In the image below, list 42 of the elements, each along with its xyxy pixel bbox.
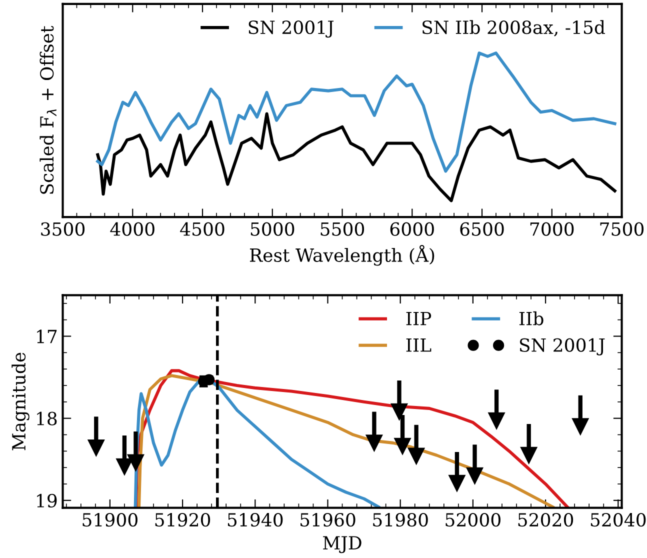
point: [116, 458, 133, 476]
legend-label: SN IIb 2008ax, -15d: [422, 20, 605, 36]
point: [466, 467, 484, 484]
x-tick-label: 6000: [390, 222, 434, 236]
x-tick-label: 4500: [180, 222, 224, 236]
y-tick-label: 18: [37, 412, 57, 426]
x-tick-label: 51920: [155, 512, 210, 527]
point: [520, 446, 538, 464]
point: [572, 418, 589, 435]
x-axis-title: Rest Wavelength (Å): [250, 244, 434, 266]
x-tick-label: 7000: [530, 222, 574, 236]
x-tick-label: 5000: [250, 222, 294, 236]
x-tick-label: 5500: [320, 222, 364, 236]
y-axis-title: Scaled F$_{λ}$ + Offset: [40, 26, 56, 194]
x-tick-label: 52000: [446, 512, 500, 527]
legend-label: IIb: [519, 311, 544, 326]
legend-label: IIP: [406, 312, 432, 326]
point: [366, 434, 383, 452]
legend-label: SN 2001J: [248, 20, 334, 38]
point: [408, 448, 425, 464]
x-tick-label: 3500: [41, 222, 85, 236]
x-tick-label: 51960: [300, 512, 356, 527]
y-tick-label: 17: [37, 330, 57, 344]
point: [394, 438, 411, 455]
x-tick-label: 7500: [600, 222, 644, 236]
point: [448, 474, 466, 492]
y-tick-label: 19: [37, 494, 57, 508]
x-tick-label: 51900: [82, 512, 138, 527]
x-tick-label: 51980: [373, 512, 428, 527]
x-tick-label: 51940: [228, 512, 283, 527]
x-tick-label: 4000: [110, 222, 154, 236]
x-tick-label: 52040: [590, 512, 646, 527]
legend-label: SN 2001J: [520, 338, 605, 356]
x-tick-label: 52020: [518, 512, 574, 527]
y-axis-title: Magnitude: [12, 352, 30, 450]
point: [390, 403, 408, 420]
point: [488, 412, 505, 430]
legend-label: IIL: [406, 338, 432, 352]
point: [88, 440, 104, 456]
x-tick-label: 6500: [460, 222, 504, 236]
x-axis-title: MJD: [323, 536, 362, 554]
point: [127, 454, 144, 471]
